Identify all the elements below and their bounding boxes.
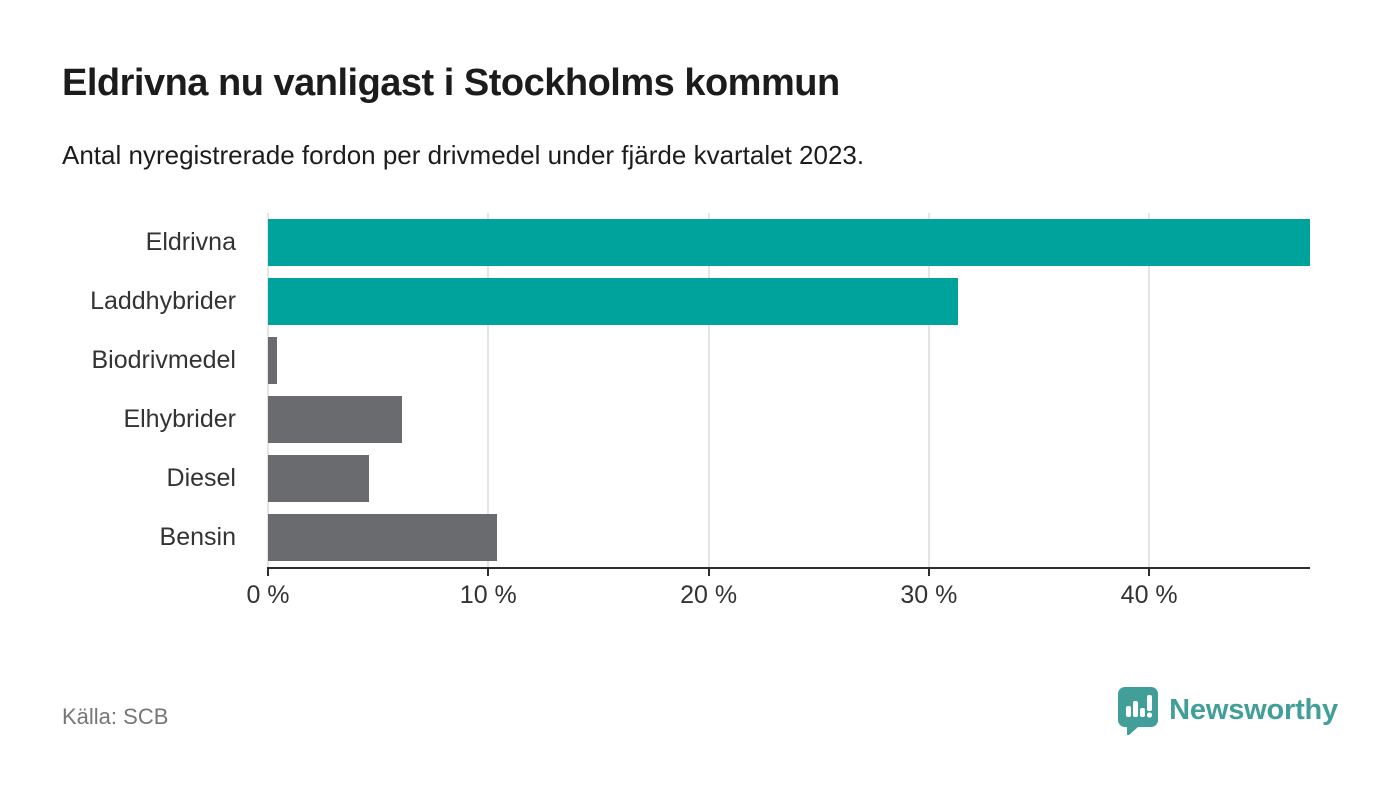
bars-layer <box>268 213 1310 567</box>
bar-laddhybrider <box>268 278 958 325</box>
bar-label: Elhybrider <box>123 405 236 433</box>
chart-title: Eldrivna nu vanligast i Stockholms kommu… <box>62 62 840 104</box>
bar-diesel <box>268 455 370 502</box>
x-axis-ticks: 0 % 10 % 20 % 30 % 40 % <box>246 213 1310 609</box>
bar-biodrivmedel <box>268 337 277 384</box>
bar-elhybrider <box>268 396 403 443</box>
bar-eldrivna <box>268 219 1310 266</box>
gridline <box>1148 213 1151 567</box>
x-tick-label: 10 % <box>459 581 517 609</box>
gridline-layer <box>267 213 1310 567</box>
newsworthy-barchart-speech-bubble-icon <box>1118 687 1159 735</box>
x-tick-mark <box>487 567 490 576</box>
x-tick-label: 30 % <box>900 581 958 609</box>
newsworthy-logo: Newsworthy <box>1117 686 1338 735</box>
gridline <box>927 213 930 567</box>
x-tick-mark <box>707 567 710 576</box>
x-tick-label: 20 % <box>680 581 738 609</box>
bar-label: Biodrivmedel <box>91 346 236 374</box>
x-axis-line <box>268 567 1310 569</box>
y-axis-labels: Eldrivna Laddhybrider Biodrivmedel Elhybrid… <box>0 213 252 567</box>
bar-label: Eldrivna <box>145 228 236 256</box>
gridline <box>707 213 710 567</box>
bar-label: Laddhybrider <box>90 287 236 315</box>
bar-label: Bensin <box>159 523 236 551</box>
bar-label: Diesel <box>166 464 236 492</box>
gridline <box>267 213 269 567</box>
source-label: Källa: SCB <box>62 704 169 729</box>
x-tick-mark <box>927 567 930 576</box>
plot-area: 0 % 10 % 20 % 30 % 40 % <box>246 213 1310 609</box>
newsworthy-logo-text: Newsworthy <box>1169 694 1338 726</box>
bar-bensin <box>268 514 498 561</box>
x-tick-label: 0 % <box>246 581 290 609</box>
x-tick-mark <box>267 567 269 576</box>
chart-subtitle: Antal nyregistrerade fordon per drivmede… <box>62 140 865 170</box>
x-tick-label: 40 % <box>1120 581 1178 609</box>
gridline <box>487 213 490 567</box>
x-tick-mark <box>1148 567 1151 576</box>
